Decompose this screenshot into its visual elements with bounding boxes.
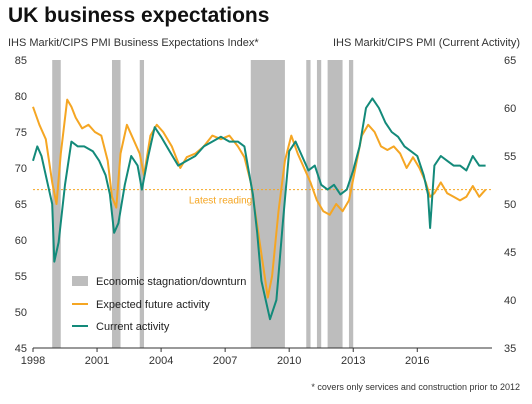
y-left-tick-label: 45	[15, 343, 27, 355]
y-left-tick-label: 65	[15, 199, 27, 211]
y-left-tick-label: 60	[15, 235, 27, 247]
y-right-tick-label: 50	[504, 199, 516, 211]
y-right-tick-label: 55	[504, 151, 516, 163]
x-tick-label: 2007	[213, 355, 237, 367]
y-right-tick-label: 40	[504, 295, 516, 307]
downturn-band-7	[348, 60, 354, 348]
y-left-tick-label: 75	[15, 127, 27, 139]
x-tick-label: 2004	[149, 355, 173, 367]
legend-label-current: Current activity	[96, 321, 170, 333]
x-tick-label: 2010	[277, 355, 301, 367]
downturn-band-2	[139, 60, 145, 348]
series-line-current-activity	[32, 97, 486, 321]
x-tick-label: 2001	[85, 355, 109, 367]
latest-reading-label: Latest reading	[189, 196, 252, 207]
axis-layer: 1998 2001 2004 2007 2010 2013 2016 45 50 55 60 65 70…	[15, 55, 517, 367]
y-left-tick-label: 50	[15, 307, 27, 319]
footnote: * covers only services and construction …	[311, 382, 520, 392]
y-right-tick-label: 35	[504, 343, 516, 355]
downturn-band-4	[306, 60, 311, 348]
y-right-tick-label: 45	[504, 247, 516, 259]
series-line-expected-future-activity	[32, 98, 487, 299]
y-left-tick-label: 70	[15, 163, 27, 175]
x-tick-label: 2013	[341, 355, 365, 367]
x-tick-label: 2016	[405, 355, 429, 367]
y-left-tick-label: 85	[15, 55, 27, 67]
right-axis-title: IHS Markit/CIPS PMI (Current Activity)	[332, 37, 520, 49]
legend: Economic stagnation/downturn Expected fut…	[72, 276, 246, 333]
legend-swatch-downturn	[72, 276, 88, 286]
y-left-tick-label: 55	[15, 271, 27, 283]
y-left-tick-label: 80	[15, 91, 27, 103]
y-right-tick-label: 60	[504, 103, 516, 115]
chart-title: UK business expectations	[8, 4, 270, 27]
y-right-tick-label: 65	[504, 55, 516, 67]
series-layer	[32, 97, 487, 321]
legend-label-downturn: Economic stagnation/downturn	[96, 276, 246, 288]
left-axis-title: IHS Markit/CIPS PMI Business Expectation…	[8, 37, 259, 49]
x-tick-label: 1998	[21, 355, 45, 367]
legend-label-expected: Expected future activity	[96, 299, 210, 311]
